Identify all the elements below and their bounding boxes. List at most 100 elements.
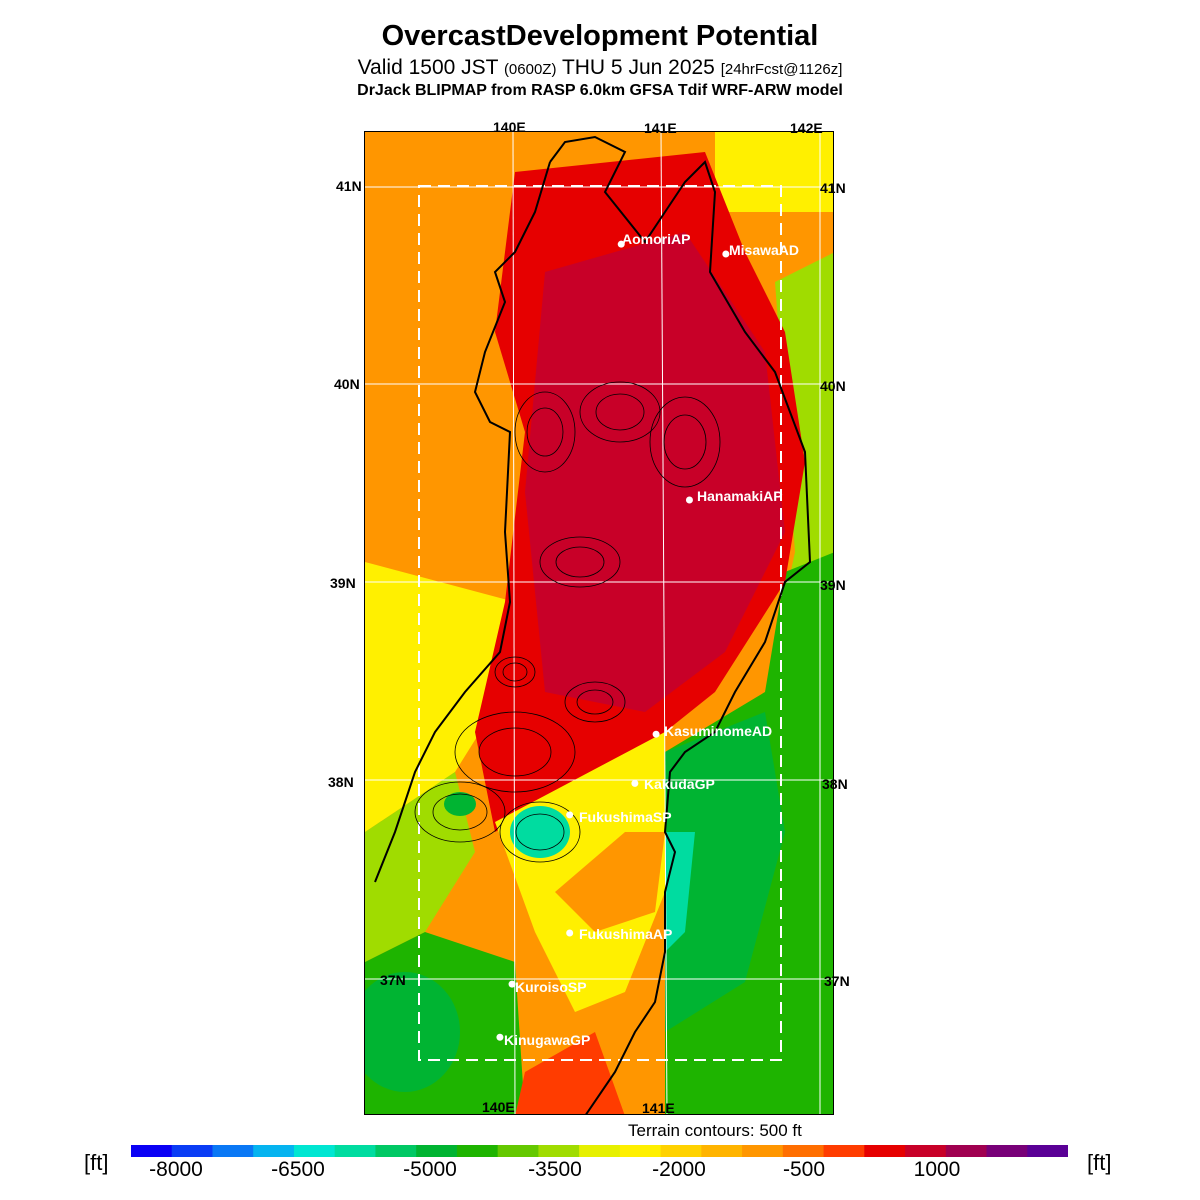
colorbar-swatch [660, 1145, 702, 1157]
lon-label-140e-top: 140E [493, 119, 526, 135]
field-yellow-west [365, 562, 515, 832]
forecast-info: [24hrFcst@1126z] [720, 61, 843, 78]
lat-label-37n-left: 37N [380, 972, 406, 988]
station-label: AomoriAP [622, 231, 691, 247]
colorbar-tick: -8000 [149, 1158, 203, 1181]
lat-label-41n-right: 41N [820, 180, 846, 196]
colorbar-tick: 1000 [913, 1158, 961, 1181]
terrain-contour [454, 711, 576, 793]
colorbar-swatch [253, 1145, 295, 1157]
colorbar-unit-right: [ft] [1087, 1150, 1112, 1175]
terrain-contour-note: Terrain contours: 500 ft [628, 1121, 802, 1140]
coastline-east [549, 135, 812, 1114]
forecast-domain-box [418, 185, 782, 1061]
colorbar-swatch [701, 1145, 743, 1157]
colorbar-swatch [456, 1145, 499, 1157]
grid-meridian [512, 132, 516, 1114]
terrain-contour [579, 381, 661, 443]
page-title: OvercastDevelopment Potential [381, 20, 819, 52]
station-marker [722, 250, 730, 258]
station-label: HanamakiAP [697, 488, 783, 504]
station-marker [508, 980, 516, 988]
field-yellow-northeast [715, 132, 833, 212]
station-label: FukushimaSP [579, 809, 672, 825]
valid-date: THU 5 Jun 2025 [561, 56, 715, 79]
subtitle: Valid 1500 JST (0600Z) THU 5 Jun 2025 [2… [0, 56, 1200, 80]
terrain-contour [595, 393, 645, 431]
station-label: KasuminomeAD [664, 723, 773, 739]
terrain-contour [414, 781, 506, 843]
terrain-contour [555, 546, 605, 578]
station-marker [496, 1033, 504, 1041]
terrain-contour [478, 727, 552, 777]
lat-label-40n-right: 40N [820, 378, 846, 394]
field-orange-south [555, 832, 665, 932]
field-teal-basin [510, 806, 570, 858]
field-deepred-core [525, 232, 785, 712]
lat-label-39n-left: 39N [330, 575, 356, 591]
field-green-basin [444, 792, 476, 816]
terrain-contour [539, 536, 621, 588]
colorbar-swatch [334, 1145, 376, 1157]
station-marker [652, 730, 660, 738]
field-orange-red-south [515, 1032, 625, 1114]
colorbar-swatch [497, 1145, 539, 1157]
terrain-contour [576, 689, 614, 715]
terrain-contour [564, 681, 626, 723]
colorbar-tick: -5000 [403, 1158, 457, 1181]
colorbar-swatch [131, 1145, 173, 1157]
station-label: FukushimaAP [579, 926, 673, 942]
colorbar-swatch [823, 1145, 865, 1157]
station-label: KuroisoSP [515, 979, 587, 995]
colorbar-swatch [212, 1145, 254, 1157]
terrain-contour [499, 801, 581, 863]
colorbar-swatch [171, 1145, 213, 1157]
colorbar [131, 1145, 1068, 1157]
station-marker [631, 779, 639, 787]
model-line: DrJack BLIPMAP from RASP 6.0km GFSA Tdif… [357, 82, 843, 99]
colorbar-unit-left: [ft] [84, 1150, 109, 1175]
colorbar-swatch [619, 1145, 662, 1157]
lon-label-141e-bottom: 141E [642, 1100, 675, 1116]
terrain-contour [432, 793, 488, 831]
colorbar-swatch [864, 1145, 906, 1157]
colorbar-swatch [945, 1145, 988, 1157]
station-marker [617, 240, 625, 248]
station-marker [566, 929, 574, 937]
colorbar-swatch [375, 1145, 417, 1157]
lat-label-40n-left: 40N [334, 376, 360, 392]
map-panel [364, 131, 834, 1115]
colorbar-swatch [538, 1145, 580, 1157]
lat-label-37n-right: 37N [824, 973, 850, 989]
colorbar-tick: -6500 [271, 1158, 325, 1181]
terrain-contour [514, 391, 576, 473]
colorbar-swatch [416, 1145, 458, 1157]
colorbar-tick: -500 [782, 1158, 826, 1181]
terrain-contour [526, 407, 564, 457]
terrain-contour [649, 396, 721, 488]
colorbar-swatch [782, 1145, 825, 1157]
terrain-contour [502, 662, 528, 682]
colorbar-swatch [905, 1145, 947, 1157]
station-label: KakudaGP [644, 776, 715, 792]
colorbar-tick: -3500 [528, 1158, 582, 1181]
map-canvas [365, 132, 833, 1114]
colorbar-swatch [293, 1145, 336, 1157]
field-midgreen-east [665, 712, 785, 1032]
station-marker [685, 496, 693, 504]
lat-label-38n-left: 38N [328, 774, 354, 790]
valid-time: Valid 1500 JST [357, 56, 499, 79]
utc-time: (0600Z) [503, 61, 557, 78]
lon-label-141e-top: 141E [644, 120, 677, 136]
colorbar-swatch [986, 1145, 1028, 1157]
terrain-contour [494, 656, 536, 688]
field-green-core [365, 972, 460, 1092]
colorbar-tick: -2000 [652, 1158, 706, 1181]
station-marker [566, 811, 574, 819]
lat-label-41n-left: 41N [336, 178, 362, 194]
lat-label-38n-right: 38N [822, 776, 848, 792]
lat-label-39n-right: 39N [820, 577, 846, 593]
coastline-west [374, 161, 551, 883]
colorbar-swatch [742, 1145, 784, 1157]
station-label: MisawaAD [729, 242, 800, 258]
